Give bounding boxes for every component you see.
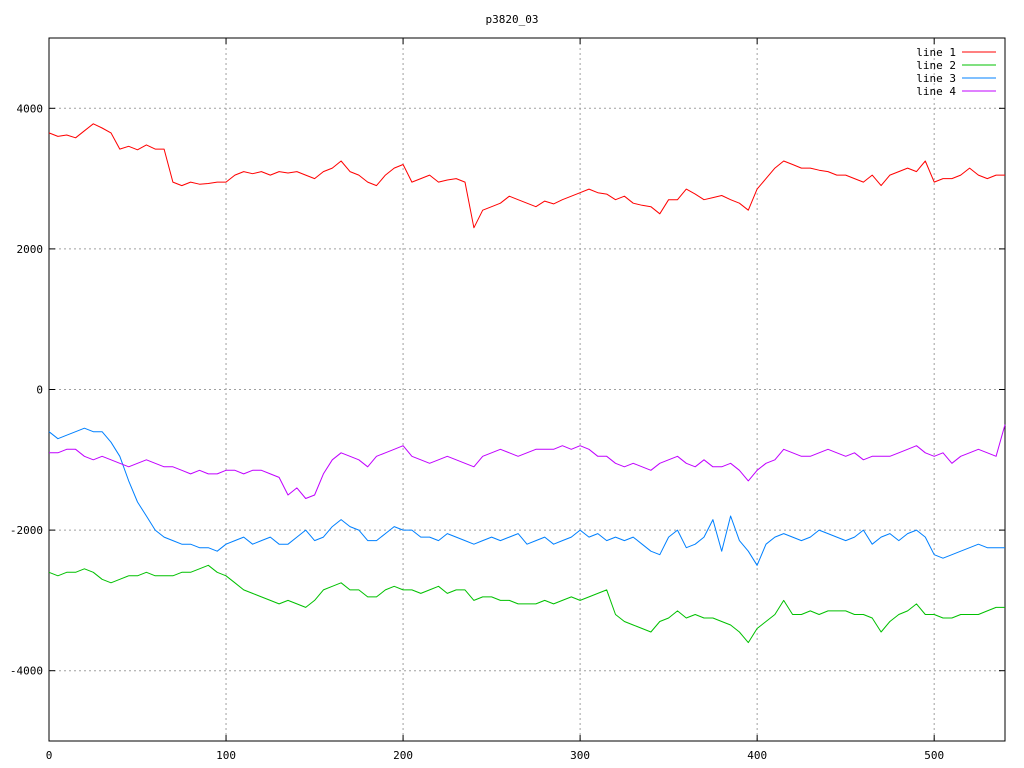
y-tick-label: 2000	[17, 243, 44, 256]
legend-label-3: line 3	[916, 72, 956, 85]
y-tick-label: -4000	[10, 665, 43, 678]
x-tick-label: 200	[393, 749, 413, 762]
x-tick-label: 100	[216, 749, 236, 762]
x-tick-label: 400	[747, 749, 767, 762]
series-line-3	[48, 427, 1005, 566]
y-tick-label: 4000	[17, 102, 44, 115]
x-tick-label: 0	[46, 749, 53, 762]
x-tick-label: 300	[570, 749, 590, 762]
series-line-1	[48, 123, 1005, 229]
plot-frame	[48, 37, 1006, 742]
series-lines	[48, 123, 1006, 644]
series-line-4	[49, 424, 1006, 499]
legend-label-4: line 4	[916, 85, 956, 98]
series-line-2	[48, 564, 1005, 644]
axis-ticks: 0 100 200 300 400 500 -4000 -2000 0 2000 4000	[10, 38, 1005, 762]
legend-label-1: line 1	[916, 46, 956, 59]
y-tick-label: -2000	[10, 524, 43, 537]
legend-label-2: line 2	[916, 59, 956, 72]
chart-title: p3820_03	[486, 13, 539, 26]
x-tick-label: 500	[924, 749, 944, 762]
y-tick-label: 0	[36, 384, 43, 397]
grid	[49, 38, 1005, 741]
